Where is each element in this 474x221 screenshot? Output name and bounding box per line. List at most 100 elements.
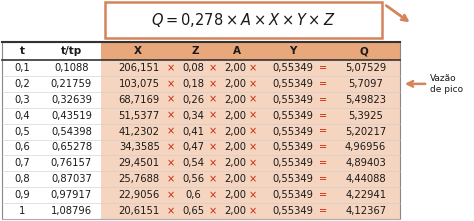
Bar [328, 155, 400, 171]
Text: ×: × [167, 158, 175, 168]
Bar [217, 108, 257, 124]
Text: 0,87037: 0,87037 [51, 174, 92, 184]
Bar [2, 171, 42, 187]
Text: ×: × [167, 127, 175, 137]
Text: 29,4501: 29,4501 [118, 158, 160, 168]
Text: ×: × [249, 95, 257, 105]
Text: 2,00: 2,00 [224, 63, 246, 73]
Text: =: = [319, 127, 328, 137]
Text: 68,7169: 68,7169 [118, 95, 160, 105]
Text: 5,20217: 5,20217 [345, 127, 386, 137]
Text: 0,21759: 0,21759 [51, 79, 92, 89]
Text: 0,43519: 0,43519 [51, 111, 92, 121]
Bar [2, 76, 42, 92]
Text: ×: × [249, 174, 257, 184]
Text: ×: × [167, 190, 175, 200]
Bar [101, 60, 175, 76]
Bar [175, 155, 217, 171]
Bar [2, 108, 42, 124]
Text: ×: × [209, 143, 217, 152]
Text: 0,55349: 0,55349 [272, 79, 313, 89]
Bar [101, 42, 175, 60]
Bar [217, 171, 257, 187]
Text: 206,151: 206,151 [118, 63, 160, 73]
Text: ×: × [209, 127, 217, 137]
Text: Z: Z [192, 46, 200, 56]
Text: ×: × [249, 143, 257, 152]
Bar [328, 139, 400, 155]
Text: 0,34: 0,34 [182, 111, 205, 121]
Text: 0,4: 0,4 [14, 111, 30, 121]
Bar [217, 42, 257, 60]
Bar [2, 203, 42, 219]
Bar [42, 124, 101, 139]
Text: 0,76157: 0,76157 [51, 158, 92, 168]
Bar [328, 124, 400, 139]
Text: =: = [319, 158, 328, 168]
Bar [175, 139, 217, 155]
Text: 0,9: 0,9 [14, 190, 30, 200]
Bar [328, 92, 400, 108]
Bar [2, 139, 42, 155]
Bar [175, 60, 217, 76]
Text: t/tp: t/tp [61, 46, 82, 56]
Text: ×: × [249, 79, 257, 89]
Bar [328, 187, 400, 203]
Text: 0,18: 0,18 [182, 79, 205, 89]
Bar [175, 203, 217, 219]
Bar [217, 76, 257, 92]
Text: $Q = 0{,}278 \times A \times X \times Y \times Z$: $Q = 0{,}278 \times A \times X \times Y … [151, 11, 336, 29]
Bar [217, 187, 257, 203]
Text: 5,49823: 5,49823 [345, 95, 386, 105]
Bar [101, 124, 175, 139]
Bar [42, 60, 101, 76]
Text: 0,54398: 0,54398 [51, 127, 92, 137]
Text: 0,65: 0,65 [182, 206, 205, 216]
Text: 2,00: 2,00 [224, 79, 246, 89]
Text: 0,55349: 0,55349 [272, 174, 313, 184]
Bar [42, 92, 101, 108]
Text: ×: × [167, 143, 175, 152]
Text: =: = [319, 95, 328, 105]
Text: 1: 1 [19, 206, 25, 216]
Text: ×: × [249, 158, 257, 168]
Text: 25,7688: 25,7688 [118, 174, 160, 184]
Bar [175, 92, 217, 108]
Text: 0,3: 0,3 [14, 95, 30, 105]
Bar [42, 187, 101, 203]
Bar [101, 187, 175, 203]
Text: ×: × [249, 190, 257, 200]
Text: 0,8: 0,8 [14, 174, 30, 184]
Text: 0,97917: 0,97917 [51, 190, 92, 200]
Bar [257, 155, 328, 171]
Bar [217, 124, 257, 139]
Text: ×: × [209, 158, 217, 168]
Text: 2,00: 2,00 [224, 143, 246, 152]
Text: ×: × [209, 79, 217, 89]
Text: 2,00: 2,00 [224, 190, 246, 200]
Bar [2, 92, 42, 108]
Text: 5,7097: 5,7097 [348, 79, 383, 89]
Bar [42, 42, 101, 60]
Text: ×: × [249, 206, 257, 216]
Text: 103,075: 103,075 [119, 79, 160, 89]
Text: 0,55349: 0,55349 [272, 190, 313, 200]
Bar [257, 108, 328, 124]
Text: =: = [319, 79, 328, 89]
Bar [217, 155, 257, 171]
Text: ×: × [209, 63, 217, 73]
Bar [101, 203, 175, 219]
Text: 0,55349: 0,55349 [272, 143, 313, 152]
Bar [175, 124, 217, 139]
Text: 0,65278: 0,65278 [51, 143, 92, 152]
Bar [2, 42, 42, 60]
Text: ×: × [167, 206, 175, 216]
Bar [328, 108, 400, 124]
Text: 0,55349: 0,55349 [272, 206, 313, 216]
Text: =: = [319, 143, 328, 152]
Text: 0,55349: 0,55349 [272, 127, 313, 137]
Bar [217, 203, 257, 219]
Text: 0,56: 0,56 [182, 174, 205, 184]
Text: ×: × [209, 174, 217, 184]
Bar [175, 76, 217, 92]
